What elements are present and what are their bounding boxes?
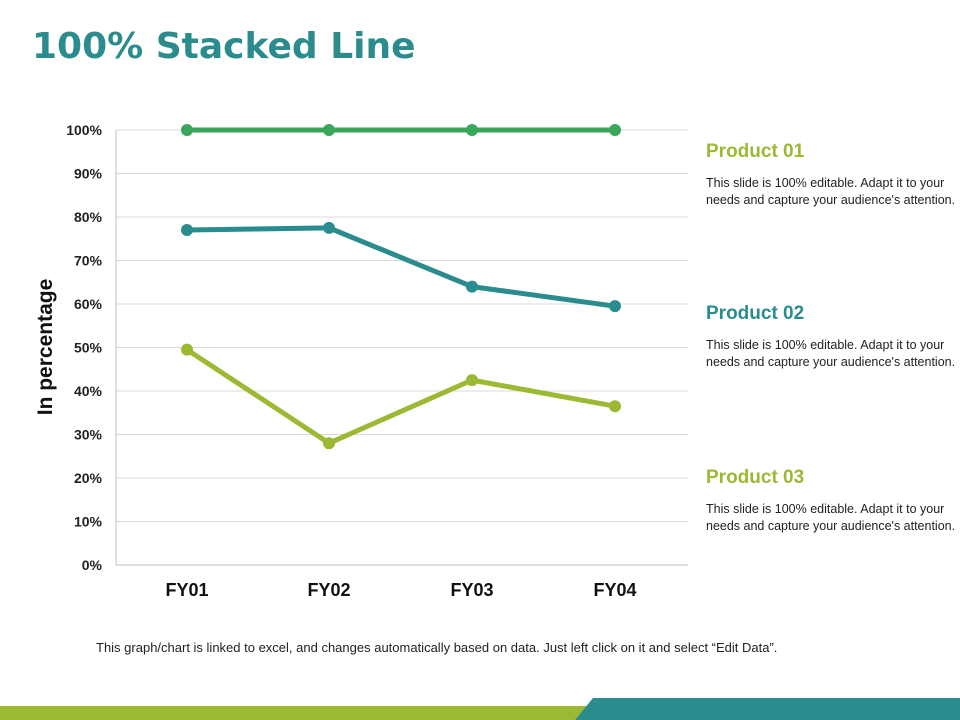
legend-desc-product-03: This slide is 100% editable. Adapt it to… — [706, 502, 956, 533]
legend-desc-product-01: This slide is 100% editable. Adapt it to… — [706, 176, 956, 207]
data-point — [466, 374, 478, 387]
footer-bar — [0, 698, 960, 720]
y-tick-label: 20% — [74, 470, 103, 486]
y-tick-label: 80% — [74, 209, 103, 225]
footer-bar-right — [575, 698, 960, 720]
data-point — [466, 280, 478, 293]
y-tick-label: 0% — [82, 557, 103, 573]
data-point — [323, 221, 335, 234]
legend-title-product-03: Product 03 — [706, 467, 805, 488]
data-point — [609, 400, 621, 413]
data-point — [466, 124, 478, 136]
footer-bar-left — [0, 706, 590, 720]
y-tick-label: 10% — [74, 514, 103, 530]
footnote: This graph/chart is linked to excel, and… — [96, 640, 778, 655]
data-point — [609, 124, 621, 136]
y-tick-label: 90% — [74, 166, 103, 182]
data-point — [609, 300, 621, 313]
data-point — [323, 437, 335, 450]
x-tick-label: FY04 — [593, 580, 636, 600]
x-tick-label: FY02 — [307, 580, 350, 600]
x-tick-label: FY01 — [165, 580, 208, 600]
y-axis-title: In percentage — [34, 279, 57, 416]
series-line-3 — [184, 347, 618, 446]
legend-product-03: Product 03 This slide is 100% editable. … — [706, 467, 956, 534]
legend-title-product-01: Product 01 — [706, 141, 805, 162]
data-point — [181, 343, 193, 356]
y-tick-label: 60% — [74, 296, 103, 312]
y-tick-label: 70% — [74, 253, 103, 269]
legend-product-02: Product 02 This slide is 100% editable. … — [706, 303, 956, 370]
x-tick-label: FY03 — [450, 580, 493, 600]
data-point — [181, 224, 193, 237]
legend-product-01: Product 01 This slide is 100% editable. … — [706, 141, 956, 208]
data-point — [181, 124, 193, 136]
y-tick-label: 100% — [66, 122, 102, 138]
y-tick-label: 50% — [74, 340, 103, 356]
data-point — [323, 124, 335, 136]
legend-title-product-02: Product 02 — [706, 303, 805, 324]
page-title: 100% Stacked Line — [32, 26, 416, 67]
legend-desc-product-02: This slide is 100% editable. Adapt it to… — [706, 338, 956, 369]
y-tick-label: 30% — [74, 427, 103, 443]
series-line-2 — [184, 225, 618, 309]
y-tick-label: 40% — [74, 383, 103, 399]
